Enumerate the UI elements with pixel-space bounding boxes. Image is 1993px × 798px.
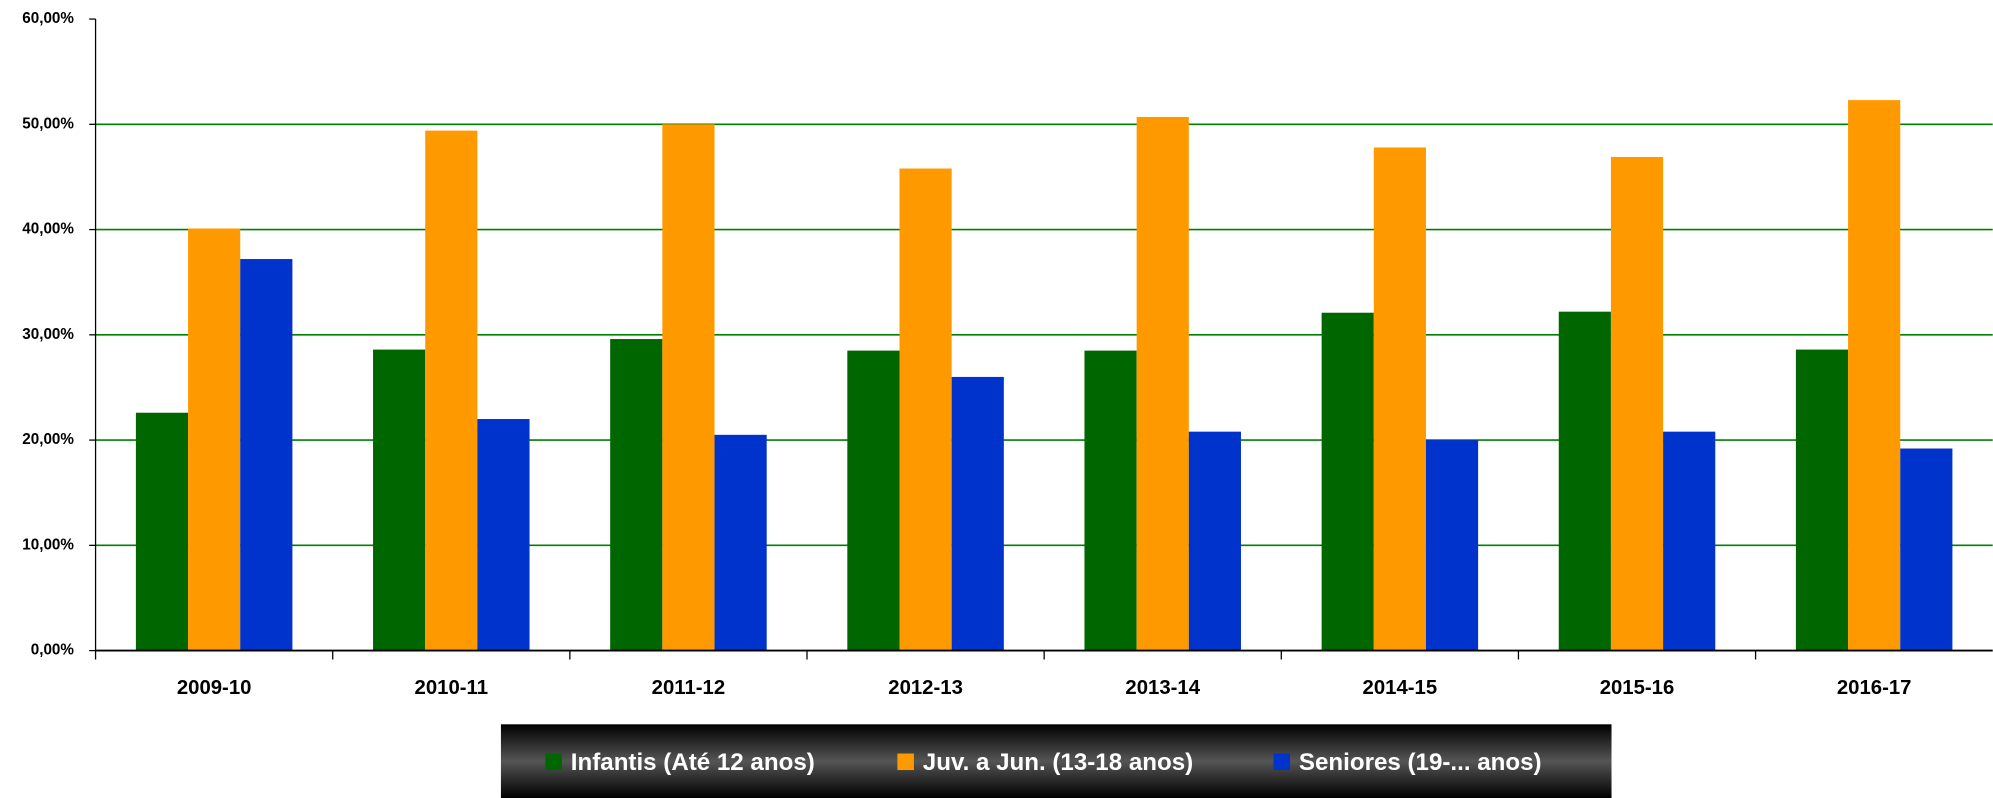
bar bbox=[951, 376, 1004, 651]
bar bbox=[847, 350, 900, 651]
bar bbox=[1188, 431, 1241, 651]
bar bbox=[1558, 311, 1611, 651]
bar bbox=[477, 419, 530, 651]
legend-swatch bbox=[545, 753, 562, 771]
y-tick-label: 30,00% bbox=[22, 326, 74, 343]
legend-box bbox=[500, 724, 1612, 798]
x-tick-label: 2016-17 bbox=[1837, 677, 1912, 699]
x-tick-label: 2010-11 bbox=[415, 677, 488, 699]
bar bbox=[1900, 448, 1953, 651]
bar bbox=[899, 168, 952, 651]
x-tick-label: 2015-16 bbox=[1600, 677, 1675, 699]
y-tick-label: 20,00% bbox=[22, 431, 74, 448]
bar bbox=[188, 228, 241, 651]
bar bbox=[1610, 156, 1664, 651]
bar bbox=[425, 130, 478, 651]
x-tick-label: 2011-12 bbox=[652, 677, 725, 699]
bar bbox=[135, 412, 189, 651]
bar bbox=[1795, 349, 1849, 651]
bar bbox=[1373, 147, 1426, 651]
x-tick-label: 2012-13 bbox=[888, 677, 963, 699]
legend-swatch bbox=[1273, 753, 1291, 771]
bar bbox=[714, 434, 767, 651]
x-tick-label: 2013-14 bbox=[1125, 677, 1200, 699]
bar bbox=[1848, 100, 1901, 651]
bar bbox=[1136, 116, 1189, 651]
y-tick-label: 60,00% bbox=[22, 10, 74, 27]
legend-label: Juv. a Jun. (13-18 anos) bbox=[923, 749, 1193, 776]
bar bbox=[373, 349, 426, 651]
legend-label: Seniores (19-... anos) bbox=[1299, 749, 1542, 776]
bar bbox=[1321, 312, 1374, 651]
legend-label: Infantis (Até 12 anos) bbox=[571, 749, 815, 776]
legend-swatch bbox=[897, 753, 914, 771]
y-tick-label: 50,00% bbox=[22, 115, 74, 132]
bar bbox=[240, 259, 293, 651]
x-tick-label: 2014-15 bbox=[1363, 677, 1438, 699]
bar bbox=[1084, 350, 1137, 651]
y-tick-label: 40,00% bbox=[22, 221, 74, 238]
bar bbox=[662, 124, 715, 651]
bar bbox=[1425, 440, 1479, 651]
y-tick-label: 0,00% bbox=[31, 642, 75, 659]
y-tick-label: 10,00% bbox=[22, 536, 74, 553]
x-tick-label: 2009-10 bbox=[177, 677, 252, 699]
bar bbox=[1663, 431, 1716, 651]
bar bbox=[610, 339, 663, 651]
